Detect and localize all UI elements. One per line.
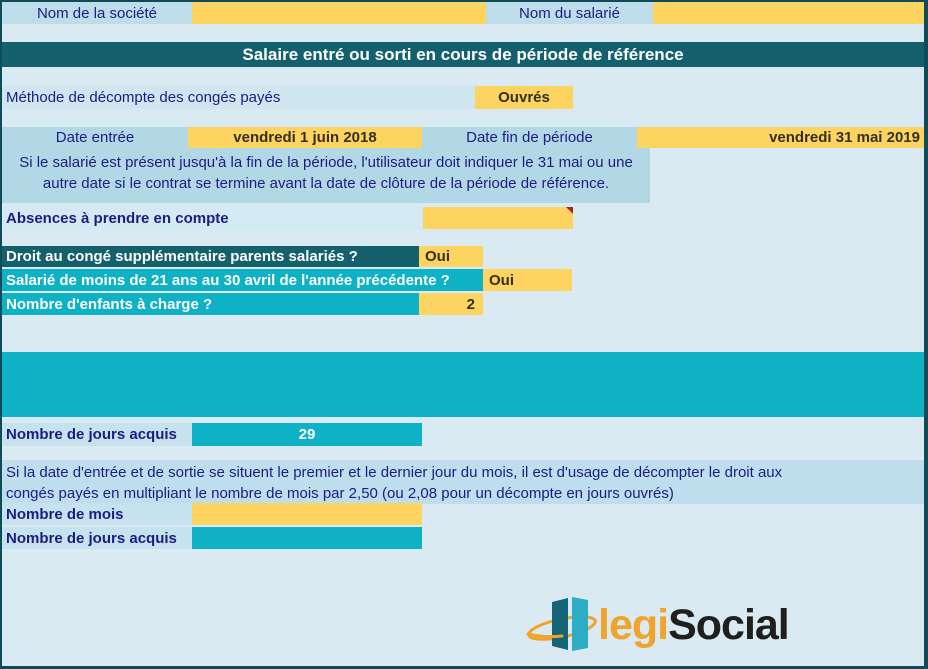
under-21-answer-input[interactable]: Oui	[483, 269, 572, 291]
note-line-1: Si la date d'entrée et de sortie se situ…	[6, 464, 783, 481]
children-count-question-label: Nombre d'enfants à charge ?	[2, 293, 419, 315]
logo-text-legi: legi	[598, 600, 669, 649]
entry-date-input[interactable]: vendredi 1 juin 2018	[188, 127, 422, 148]
manual-acquired-days-label: Nombre de jours acquis	[2, 527, 192, 549]
logo-text-social: Social	[668, 600, 790, 649]
entry-date-label: Date entrée	[2, 127, 188, 148]
acquired-days-value: 29	[192, 423, 422, 446]
counting-method-label: Méthode de décompte des congés payés	[2, 86, 475, 109]
extra-leave-question-label: Droit au congé supplémentaire parents sa…	[2, 246, 419, 267]
counting-method-input[interactable]: Ouvrés	[475, 86, 573, 109]
manual-acquired-days-value	[192, 527, 422, 549]
period-end-date-label: Date fin de période	[422, 127, 637, 148]
period-end-date-input[interactable]: vendredi 31 mai 2019	[637, 127, 924, 148]
company-name-input[interactable]	[192, 2, 486, 24]
company-name-label: Nom de la société	[2, 2, 192, 24]
period-note-text: Si le salarié est présent jusqu'à la fin…	[2, 148, 650, 203]
months-rule-note: Si la date d'entrée et de sortie se situ…	[2, 460, 924, 504]
employee-name-input[interactable]	[653, 2, 924, 24]
absences-label: Absences à prendre en compte	[2, 207, 423, 229]
legisocial-logo: legi Social	[526, 588, 790, 662]
page-title: Salaire entré ou sorti en cours de pério…	[2, 42, 924, 67]
comment-marker-icon	[566, 207, 573, 214]
acquired-days-label: Nombre de jours acquis	[2, 423, 192, 446]
question-text: Salarié de moins de 21 ans au 30 avril d…	[6, 271, 450, 289]
note-line-2: congés payés en multipliant le nombre de…	[6, 485, 674, 502]
months-count-label: Nombre de mois	[2, 503, 192, 525]
question-text: Nombre d'enfants à charge ?	[6, 295, 213, 313]
absences-input[interactable]	[423, 207, 573, 229]
extra-leave-answer-input[interactable]: Oui	[419, 246, 483, 267]
children-count-input[interactable]: 2	[419, 293, 483, 315]
cyan-separator-band	[2, 352, 924, 417]
months-count-input[interactable]	[192, 503, 422, 525]
question-text: Droit au congé supplémentaire parents sa…	[6, 248, 358, 265]
employee-name-label: Nom du salarié	[486, 2, 653, 24]
under-21-question-label: Salarié de moins de 21 ans au 30 avril d…	[2, 269, 483, 291]
legisocial-logo-icon	[526, 597, 597, 651]
